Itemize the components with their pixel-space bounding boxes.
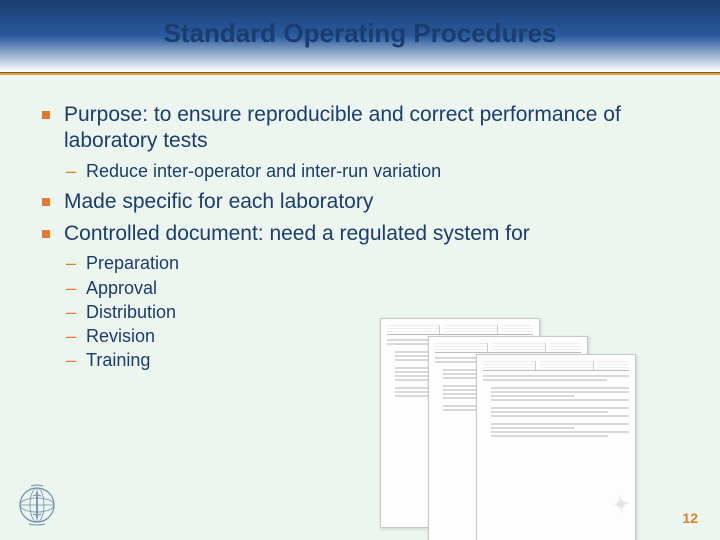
sub-item: Preparation: [64, 251, 684, 275]
bullet-item: Made specific for each laboratory: [36, 189, 684, 215]
doc-thumbnail: ✦: [476, 354, 636, 540]
who-logo-icon: [16, 484, 58, 526]
document-thumbnails: ✦: [380, 342, 640, 532]
sub-list: Reduce inter-operator and inter-run vari…: [64, 159, 684, 183]
header-underline: [0, 72, 720, 75]
slide-title: Standard Operating Procedures: [0, 18, 720, 49]
bullet-text: Controlled document: need a regulated sy…: [64, 222, 530, 245]
watermark-text: ✦: [610, 491, 631, 519]
sub-item: Reduce inter-operator and inter-run vari…: [64, 159, 684, 183]
bullet-text: Purpose: to ensure reproducible and corr…: [64, 103, 621, 152]
bullet-item: Purpose: to ensure reproducible and corr…: [36, 102, 684, 183]
page-number: 12: [682, 510, 698, 526]
sub-item: Approval: [64, 276, 684, 300]
main-bullet-list: Purpose: to ensure reproducible and corr…: [36, 102, 684, 373]
sub-item: Distribution: [64, 300, 684, 324]
content-area: Purpose: to ensure reproducible and corr…: [0, 72, 720, 373]
bullet-text: Made specific for each laboratory: [64, 190, 373, 213]
